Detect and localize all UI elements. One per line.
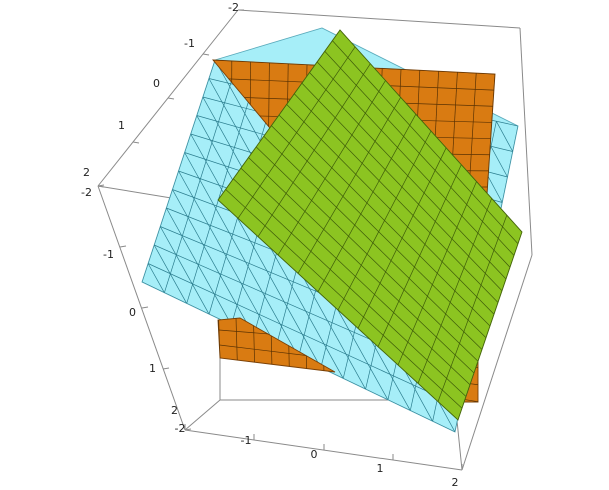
mesh-line	[233, 178, 467, 397]
left-axis-tick-1: -2	[81, 186, 92, 199]
left-axis-labels: -2 -1 0 1 2	[81, 186, 178, 417]
mesh-line	[190, 133, 322, 368]
bottom-axis-tick-3: 0	[311, 448, 318, 461]
mesh-line	[255, 146, 479, 362]
green-plane-surface	[217, 29, 523, 421]
mesh-line	[309, 72, 507, 280]
tick-marks	[97, 9, 463, 470]
mesh-line	[240, 167, 471, 386]
left-axis-tick-5: 2	[171, 404, 178, 417]
mesh-line	[271, 125, 487, 338]
mesh-line	[172, 189, 255, 336]
bottom-axis-tick-1: -2	[175, 422, 186, 435]
bottom-axis-labels: -2 -1 0 1 2	[175, 422, 459, 489]
mesh-line	[153, 244, 188, 304]
mesh-line	[178, 170, 277, 347]
top-axis-tick-1: -2	[228, 1, 239, 14]
mesh-line	[147, 263, 165, 293]
mesh-line	[219, 344, 335, 372]
mesh-line	[147, 263, 461, 407]
bottom-axis-tick-2: -1	[241, 434, 252, 447]
mesh-line	[286, 104, 495, 315]
mesh-line	[166, 207, 232, 326]
mesh-line	[293, 93, 499, 303]
mesh-line	[184, 152, 299, 358]
mesh-line	[496, 121, 514, 152]
left-axis-tick-3: 0	[129, 306, 136, 319]
top-axis-tick-5: 2	[83, 166, 90, 179]
mesh-line	[248, 157, 475, 374]
mesh-line	[159, 226, 210, 315]
mesh-line	[263, 135, 483, 350]
bottom-axis-tick-4: 1	[377, 462, 384, 475]
mesh-line	[218, 329, 335, 352]
top-axis-labels: -2 -1 0 1 2	[83, 1, 239, 179]
left-axis-tick-4: 1	[149, 362, 156, 375]
mesh-line	[301, 82, 503, 291]
mesh-line	[324, 51, 515, 256]
mesh-line	[332, 40, 519, 244]
bottom-axis-tick-5: 2	[452, 476, 459, 489]
mesh-line	[316, 61, 511, 268]
mesh-line	[278, 114, 491, 327]
top-axis-tick-3: 0	[153, 77, 160, 90]
mesh-line	[225, 189, 463, 409]
top-axis-tick-2: -1	[184, 37, 195, 50]
left-axis-tick-2: -1	[103, 248, 114, 261]
top-axis-tick-4: 1	[118, 119, 125, 132]
